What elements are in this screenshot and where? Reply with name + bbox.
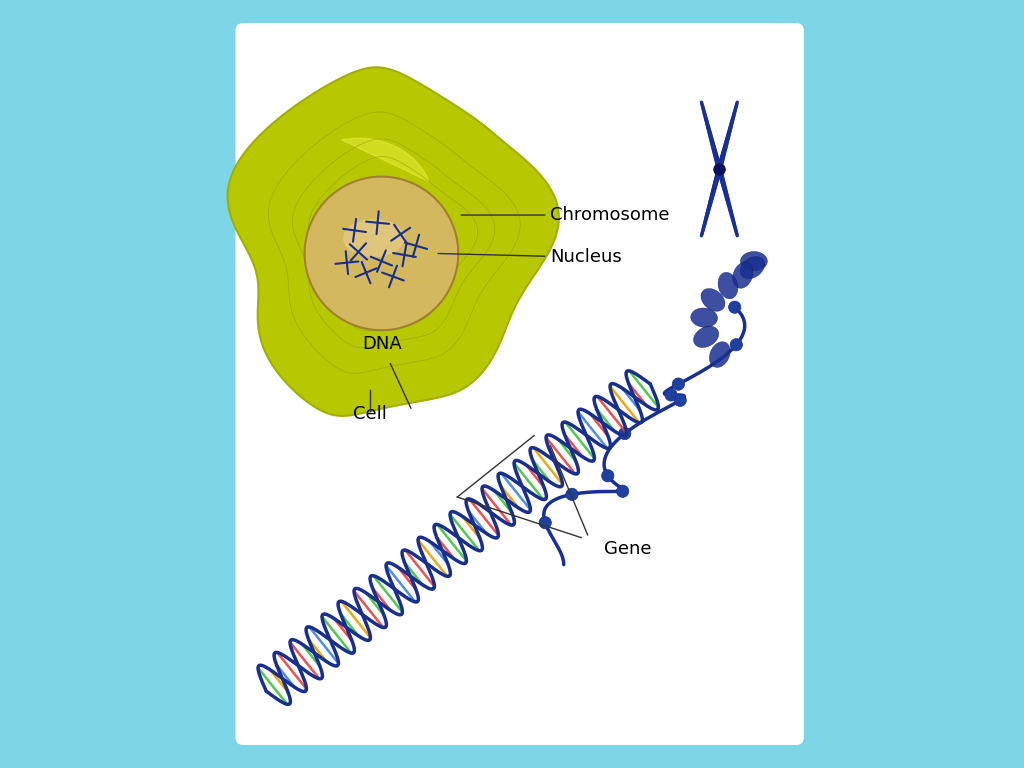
Circle shape [729, 301, 741, 313]
Polygon shape [227, 68, 559, 416]
Circle shape [616, 485, 629, 498]
Polygon shape [305, 177, 459, 330]
Ellipse shape [733, 262, 753, 288]
FancyBboxPatch shape [236, 23, 804, 745]
Ellipse shape [740, 257, 765, 279]
Ellipse shape [701, 289, 725, 311]
Ellipse shape [710, 342, 730, 367]
Polygon shape [342, 138, 429, 181]
Circle shape [618, 428, 631, 440]
Ellipse shape [740, 252, 767, 271]
Circle shape [665, 389, 677, 401]
Circle shape [539, 517, 551, 529]
Circle shape [730, 339, 742, 351]
Circle shape [602, 469, 614, 482]
Text: Nucleus: Nucleus [438, 248, 623, 266]
Ellipse shape [718, 273, 738, 299]
Circle shape [672, 378, 684, 390]
Ellipse shape [691, 308, 718, 327]
Ellipse shape [343, 219, 404, 257]
Text: Chromosome: Chromosome [461, 206, 670, 224]
Text: Gene: Gene [604, 540, 651, 558]
Text: DNA: DNA [362, 336, 402, 353]
Text: Cell: Cell [353, 405, 387, 422]
Circle shape [674, 394, 686, 406]
Circle shape [566, 488, 579, 501]
Ellipse shape [693, 326, 719, 348]
